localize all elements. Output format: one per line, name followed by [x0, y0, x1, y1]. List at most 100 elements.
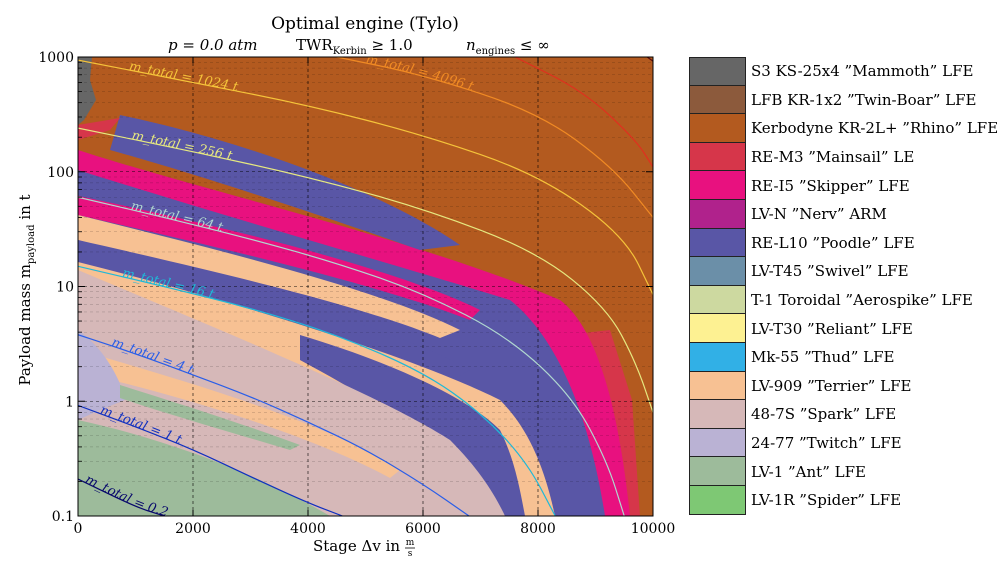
grid	[78, 57, 653, 516]
legend-swatch	[689, 57, 746, 86]
twr-prefix: TWR	[296, 36, 333, 54]
chart-subtitle-engines: nengines ≤ ∞	[466, 36, 550, 57]
region-poodle-2	[78, 240, 470, 378]
legend-label: Mk-55 ”Thud” LFE	[751, 348, 895, 367]
plot-area: m_total = 0.25 tm_total = 1 tm_total = 4…	[78, 57, 653, 516]
legend-swatch	[689, 199, 746, 229]
y-axis-label-unit: in t	[16, 194, 34, 224]
legend-swatch	[689, 400, 746, 429]
x-axis-unit-den: s	[408, 549, 413, 559]
region-mainsail	[78, 118, 120, 140]
chart-subtitle-twr: TWRKerbin ≥ 1.0	[296, 36, 413, 57]
legend-entry: 48-7S ”Spark” LFE	[689, 400, 999, 429]
n-sub: engines	[476, 46, 515, 57]
legend-entry: LFB KR-1x2 ”Twin-Boar” LFE	[689, 85, 999, 115]
contour-line	[78, 59, 653, 295]
legend-label: LV-N ”Nerv” ARM	[751, 205, 887, 224]
region-ant	[78, 420, 330, 516]
legend-label: LV-909 ”Terrier” LFE	[751, 376, 912, 395]
x-tick-label: 4000	[290, 521, 326, 537]
contour-line	[78, 196, 625, 516]
legend-entry: T-1 Toroidal ”Aerospike” LFE	[689, 285, 999, 315]
legend-swatch	[689, 428, 746, 458]
region-terrier-1	[78, 215, 460, 338]
x-axis-unit-num: m	[406, 538, 415, 548]
legend-entry: LV-N ”Nerv” ARM	[689, 199, 999, 229]
legend-entry: LV-909 ”Terrier” LFE	[689, 371, 999, 401]
region-poodle-upper	[110, 115, 460, 250]
region-twitch	[78, 330, 125, 420]
legend-entry: RE-L10 ”Poodle” LFE	[689, 228, 999, 258]
legend-label: T-1 Toroidal ”Aerospike” LFE	[751, 291, 973, 310]
legend-entry: LV-T45 ”Swivel” LFE	[689, 257, 999, 286]
y-tick-label: 100	[47, 165, 74, 181]
contour-line	[78, 404, 343, 516]
legend-entry: LV-1 ”Ant” LFE	[689, 457, 999, 486]
legend-entry: 24-77 ”Twitch” LFE	[689, 428, 999, 458]
x-tick-label: 8000	[520, 521, 556, 537]
contour-line	[78, 265, 556, 516]
contour-line	[78, 478, 165, 516]
legend-swatch	[689, 257, 746, 286]
legend-swatch	[689, 114, 746, 143]
legend-label: RE-L10 ”Poodle” LFE	[751, 233, 915, 252]
legend-entry: LV-1R ”Spider” LFE	[689, 485, 999, 515]
x-tick-label: 6000	[405, 521, 441, 537]
legend-swatch	[689, 314, 746, 343]
twr-suffix: ≥ 1.0	[367, 36, 413, 54]
legend-entry: RE-I5 ”Skipper” LFE	[689, 171, 999, 200]
legend-entry: RE-M3 ”Mainsail” LE	[689, 142, 999, 172]
legend-label: LV-T45 ”Swivel” LFE	[751, 262, 909, 281]
y-tick-label: 1	[65, 394, 74, 410]
contour-line	[336, 57, 653, 218]
legend-swatch	[689, 285, 746, 315]
legend-label: Kerbodyne KR-2L+ ”Rhino” LFE	[751, 119, 999, 138]
legend-swatch	[689, 457, 746, 486]
legend-label: LFB KR-1x2 ”Twin-Boar” LFE	[751, 90, 977, 109]
legend-label: S3 KS-25x4 ”Mammoth” LFE	[751, 62, 974, 81]
y-tick-label: 1000	[38, 50, 74, 66]
y-tick-label: 10	[56, 280, 74, 296]
x-axis-label: Stage Δv in	[313, 537, 400, 555]
legend-label: LV-1R ”Spider” LFE	[751, 491, 902, 510]
legend-label: RE-I5 ”Skipper” LFE	[751, 176, 910, 195]
region-mammoth	[78, 57, 96, 125]
region-skipper-band	[78, 196, 480, 320]
y-tick-label: 0.1	[52, 509, 74, 525]
legend-swatch	[689, 171, 746, 200]
contour-line	[78, 127, 653, 413]
legend-label: 48-7S ”Spark” LFE	[751, 405, 897, 424]
y-axis-label: Payload mass mpayload in t	[16, 194, 37, 385]
axis-ticks: 0 2000 4000 6000 8000 10000 0.1 1 10 100 1000	[38, 50, 675, 537]
chart-title: Optimal engine (Tylo)	[271, 14, 459, 34]
legend-swatch	[689, 85, 746, 115]
legend: S3 KS-25x4 ”Mammoth” LFE LFB KR-1x2 ”Twin…	[689, 57, 999, 515]
y-axis-label-sub: payload	[26, 224, 37, 264]
region-terrier-2	[78, 350, 400, 478]
contour-line	[78, 334, 470, 516]
legend-swatch	[689, 342, 746, 372]
legend-label: RE-M3 ”Mainsail” LE	[751, 148, 915, 167]
x-tick-label: 0	[74, 521, 83, 537]
legend-swatch	[689, 485, 746, 515]
x-axis-label-main: Stage Δv in	[313, 537, 400, 555]
legend-entry: Kerbodyne KR-2L+ ”Rhino” LFE	[689, 114, 999, 143]
legend-swatch	[689, 142, 746, 172]
chart-subtitle-pressure: p = 0.0 atm	[168, 36, 258, 54]
legend-entry: S3 KS-25x4 ”Mammoth” LFE	[689, 57, 999, 86]
legend-label: LV-T30 ”Reliant” LFE	[751, 319, 913, 338]
twr-sub: Kerbin	[333, 46, 368, 57]
legend-entry: LV-T30 ”Reliant” LFE	[689, 314, 999, 343]
legend-label: 24-77 ”Twitch” LFE	[751, 434, 902, 453]
n-suffix: ≤ ∞	[515, 36, 550, 54]
x-tick-label: 2000	[175, 521, 211, 537]
n-prefix: n	[466, 36, 476, 54]
legend-entry: Mk-55 ”Thud” LFE	[689, 342, 999, 372]
y-axis-label-main: Payload mass m	[16, 264, 34, 386]
legend-label: LV-1 ”Ant” LFE	[751, 462, 866, 481]
legend-swatch	[689, 371, 746, 401]
legend-swatch	[689, 228, 746, 258]
contour-line	[514, 57, 653, 168]
